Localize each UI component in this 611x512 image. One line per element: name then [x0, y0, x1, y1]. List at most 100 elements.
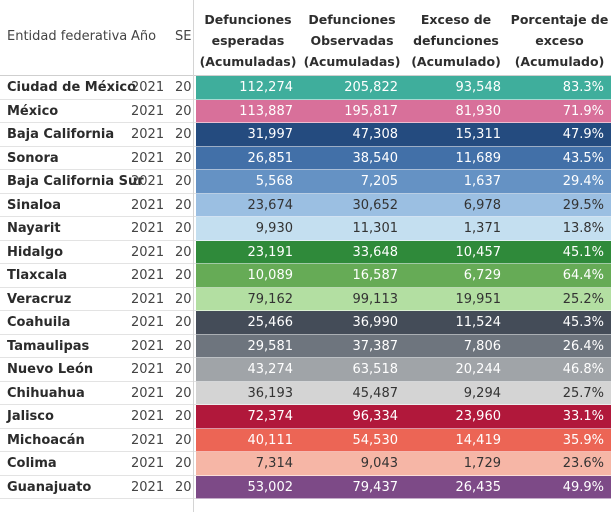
observed-deaths-value: 36,990 — [352, 315, 399, 330]
header-expected[interactable]: Defunciones esperadas (Acumuladas) — [196, 9, 300, 72]
se-value: 20 — [175, 479, 192, 495]
table-header: Entidad federativa Año SE Defunciones es… — [0, 0, 611, 75]
header-observed-line2: Observadas — [310, 33, 394, 48]
row-divider — [0, 427, 196, 429]
year-value: 2021 — [131, 362, 165, 377]
excess-percent-value: 35.9% — [562, 432, 604, 448]
header-percent[interactable]: Porcentaje de exceso (Acumulado) — [508, 9, 611, 72]
table-row[interactable]: Baja California Sur 2021 20 5,568 7,205 1,637… — [0, 170, 611, 194]
table-row[interactable]: Jalisco 2021 20 72,374 96,334 23,960 33.1% — [0, 405, 611, 429]
row-color-band — [196, 193, 611, 217]
year-value: 2021 — [131, 338, 165, 354]
row-color-band — [196, 146, 611, 170]
row-color-band — [196, 123, 611, 147]
table-row[interactable]: Ciudad de México 2021 20 112,274 205,822 93,5… — [0, 76, 611, 100]
state-name: Sonora — [7, 150, 59, 166]
excess-deaths-value: 11,524 — [455, 315, 502, 330]
year-value: 2021 — [131, 103, 165, 119]
header-divider — [0, 75, 611, 76]
row-divider — [196, 474, 611, 476]
row-divider — [196, 122, 611, 123]
observed-deaths-value: 45,487 — [352, 385, 399, 401]
excess-deaths-value: 1,637 — [463, 174, 501, 189]
header-excess-line1: Exceso de — [420, 12, 492, 27]
observed-deaths-value: 37,387 — [352, 338, 399, 354]
year-value: 2021 — [131, 409, 165, 424]
row-divider — [196, 145, 611, 147]
row-color-band — [196, 240, 611, 264]
table-row[interactable]: Baja California 2021 20 31,997 47,308 15,311 4… — [0, 123, 611, 147]
year-value: 2021 — [131, 150, 165, 166]
header-excess[interactable]: Exceso de defunciones (Acumulado) — [404, 9, 508, 72]
excess-percent-value: 25.2% — [562, 291, 604, 307]
excess-deaths-value: 11,689 — [455, 150, 502, 166]
year-value: 2021 — [131, 315, 165, 330]
table-row[interactable]: Tamaulipas 2021 20 29,581 37,387 7,806 26.4% — [0, 334, 611, 358]
header-percent-line2: exceso — [535, 33, 584, 48]
header-observed[interactable]: Defunciones Observadas (Acumuladas) — [300, 9, 404, 72]
expected-deaths-value: 112,274 — [239, 80, 293, 95]
row-divider — [196, 239, 611, 241]
se-value: 20 — [175, 432, 192, 448]
row-divider — [0, 333, 196, 335]
expected-deaths-value: 5,568 — [255, 174, 293, 189]
expected-deaths-value: 7,314 — [255, 456, 293, 471]
header-state[interactable]: Entidad federativa — [7, 29, 128, 44]
excess-percent-value: 49.9% — [562, 479, 604, 495]
year-value: 2021 — [131, 174, 165, 189]
observed-deaths-value: 7,205 — [360, 174, 398, 189]
excess-deaths-value: 81,930 — [455, 103, 502, 119]
table-row[interactable]: Colima 2021 20 7,314 9,043 1,729 23.6% — [0, 452, 611, 476]
table-row[interactable]: Coahuila 2021 20 25,466 36,990 11,524 45.3% — [0, 311, 611, 335]
observed-deaths-value: 33,648 — [352, 244, 399, 260]
header-expected-line1: Defunciones — [204, 12, 292, 27]
row-divider — [196, 263, 611, 264]
observed-deaths-value: 195,817 — [344, 103, 398, 119]
row-divider — [0, 404, 196, 405]
table-row[interactable]: Chihuahua 2021 20 36,193 45,487 9,294 25.7% — [0, 381, 611, 405]
excess-percent-value: 45.1% — [562, 244, 604, 260]
se-value: 20 — [175, 291, 192, 307]
year-value: 2021 — [131, 221, 165, 236]
row-color-band — [196, 170, 611, 194]
year-value: 2021 — [131, 479, 165, 495]
table-row[interactable]: Sinaloa 2021 20 23,674 30,652 6,978 29.5% — [0, 193, 611, 217]
row-color-band — [196, 381, 611, 405]
excess-percent-value: 13.8% — [562, 221, 604, 236]
expected-deaths-value: 10,089 — [247, 268, 294, 283]
header-year[interactable]: Año — [131, 29, 157, 44]
table-row[interactable]: Guanajuato 2021 20 53,002 79,437 26,435 49.9% — [0, 475, 611, 499]
table-row[interactable]: Nayarit 2021 20 9,930 11,301 1,371 13.8% — [0, 217, 611, 241]
row-divider — [196, 380, 611, 382]
observed-deaths-value: 79,437 — [352, 479, 399, 495]
table-row[interactable]: Hidalgo 2021 20 23,191 33,648 10,457 45.1% — [0, 240, 611, 264]
header-excess-line3: (Acumulado) — [411, 54, 501, 69]
year-value: 2021 — [131, 268, 165, 283]
row-divider — [196, 286, 611, 288]
column-divider — [193, 0, 194, 512]
table-row[interactable]: Tlaxcala 2021 20 10,089 16,587 6,729 64.4% — [0, 264, 611, 288]
header-se[interactable]: SE — [175, 29, 192, 44]
expected-deaths-value: 29,581 — [247, 338, 294, 354]
table-row[interactable]: Sonora 2021 20 26,851 38,540 11,689 43.5% — [0, 146, 611, 170]
row-divider — [0, 169, 196, 170]
table-row[interactable]: México 2021 20 113,887 195,817 81,930 71.9% — [0, 99, 611, 123]
expected-deaths-value: 53,002 — [247, 479, 294, 495]
year-value: 2021 — [131, 80, 165, 95]
excess-percent-value: 33.1% — [562, 409, 604, 424]
row-divider — [0, 474, 196, 476]
se-value: 20 — [175, 221, 192, 236]
excess-percent-value: 23.6% — [562, 456, 604, 471]
observed-deaths-value: 99,113 — [352, 291, 399, 307]
row-divider — [196, 333, 611, 335]
expected-deaths-value: 72,374 — [247, 409, 294, 424]
row-divider — [0, 357, 196, 358]
table-row[interactable]: Nuevo León 2021 20 43,274 63,518 20,244 46.8% — [0, 358, 611, 382]
year-value: 2021 — [131, 432, 165, 448]
table-row[interactable]: Veracruz 2021 20 79,162 99,113 19,951 25.2% — [0, 287, 611, 311]
table-row[interactable]: Michoacán 2021 20 40,111 54,530 14,419 35.9% — [0, 428, 611, 452]
state-name: Coahuila — [7, 315, 71, 330]
state-name: Jalisco — [7, 409, 54, 424]
se-value: 20 — [175, 409, 192, 424]
year-value: 2021 — [131, 244, 165, 260]
